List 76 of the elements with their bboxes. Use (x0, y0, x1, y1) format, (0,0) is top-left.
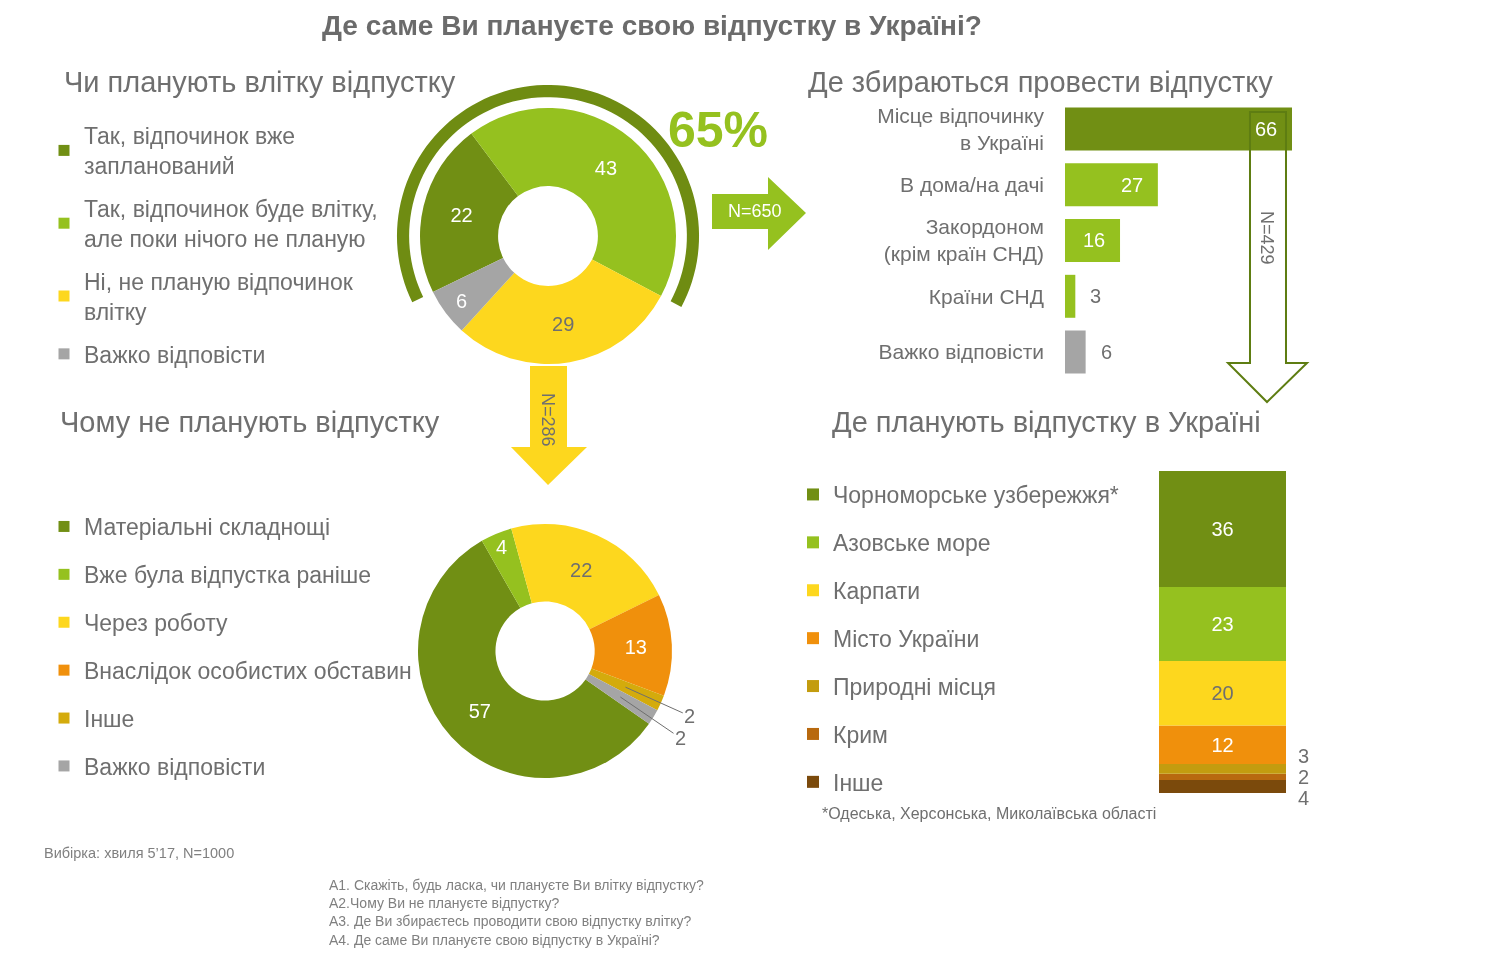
data-label: 3 (1298, 745, 1310, 767)
data-label: 2 (684, 705, 696, 727)
data-label: 12 (1211, 733, 1234, 756)
bar (1065, 274, 1076, 318)
donut-slice (420, 133, 519, 293)
bar (1159, 725, 1286, 765)
bar (1159, 471, 1286, 587)
chart-title: Чому не планують відпустку (60, 406, 440, 438)
data-label: 4 (1298, 787, 1310, 809)
donut-slice (585, 674, 658, 724)
data-label: 29 (552, 312, 575, 335)
legend-label: Вже була відпустка раніше (84, 562, 372, 589)
text: Вибірка: хвиля 5’17, N=1000 (44, 845, 235, 861)
legend-label: Внаслідок особистих обставин (84, 658, 412, 685)
data-label: 16 (1083, 229, 1106, 251)
bar (1065, 219, 1121, 262)
bar (1159, 660, 1286, 726)
y-tick-label: Закордоном (крім країн СНД) (883, 215, 1044, 266)
text: N=650 (728, 201, 782, 221)
bar (1159, 773, 1286, 781)
data-label: 57 (468, 699, 491, 722)
legend-label: Карпати (833, 578, 921, 605)
chart-title: Чи планують влітку відпустку (64, 66, 456, 98)
legend-label: Інше (84, 706, 135, 733)
annotation: N=429 (1257, 211, 1277, 265)
bar (1159, 764, 1286, 774)
donut-slice (511, 524, 659, 630)
legend-label: Через роботу (84, 610, 228, 637)
data-label: 22 (450, 204, 473, 227)
text: *Одеська, Херсонська, Миколаївська області (822, 805, 1157, 822)
chart-title: Де збираються провести відпустку (808, 66, 1274, 98)
y-tick-label: Місце відпочинку в Україні (877, 103, 1045, 154)
bar (1065, 107, 1292, 151)
legend-label: Ні, не планую відпочинок влітку (84, 269, 354, 325)
legend-label: Так, відпочинок буде влітку, але поки нічого не планую (84, 196, 378, 253)
legend-label: Місто України (833, 626, 980, 653)
legend-label: Крим (833, 721, 888, 748)
data-label: 6 (1101, 341, 1113, 363)
legend-label: Матеріальні складнощі (84, 514, 331, 541)
data-label: 20 (1211, 682, 1234, 705)
data-label: 13 (624, 635, 647, 658)
data-label: 22 (570, 559, 593, 582)
text: N=286 (538, 393, 558, 447)
donut-slice (481, 528, 532, 609)
legend-label: Важко відповісти (84, 753, 266, 780)
legend-label: Природні місця (833, 674, 996, 701)
data-label: 23 (1211, 612, 1234, 635)
data-label: 2 (1298, 766, 1310, 788)
data-label: 66 (1255, 118, 1278, 140)
bar (1159, 586, 1286, 661)
data-label: 43 (594, 157, 618, 180)
data-label: 2 (675, 727, 687, 749)
y-tick-label: Країни СНД (928, 284, 1044, 308)
bar (1159, 780, 1286, 793)
legend-label: Чорноморське узбережжя* (833, 482, 1119, 509)
bar (1065, 163, 1158, 207)
text: А1. Скажіть, будь ласка, чи плануєте Ви влітку відпустку? А2.Чому Ви не плануєте відпустку? А3. Де Ви збираєтесь проводити свою відпустку влітку? А4. Де саме Ви плануєте свою відпустку в Україні? (329, 877, 704, 948)
legend-label: Інше (833, 769, 884, 796)
donut-slice (589, 594, 672, 696)
donut-slice (432, 257, 515, 331)
bar (1065, 330, 1086, 374)
legend-label: Азовське море (833, 530, 991, 557)
data-label: 3 (1090, 285, 1102, 307)
text: 65% (668, 102, 769, 158)
y-tick-label: Важко відповісти (878, 340, 1044, 364)
data-label: 4 (496, 535, 508, 558)
data-label: 27 (1121, 174, 1144, 196)
data-label: 6 (456, 289, 468, 312)
legend-label: Так, відпочинок вже запланований (84, 123, 296, 180)
donut-slice (588, 668, 664, 711)
data-label: 36 (1211, 517, 1234, 540)
y-tick-label: В дома/на дачі (900, 173, 1044, 197)
donut-slice (418, 540, 650, 778)
chart-title: Де планують відпустку в Україні (832, 406, 1261, 438)
legend-label: Важко відповісти (84, 341, 266, 368)
text: Де саме Ви плануєте свою відпустку в Україні? (322, 10, 982, 41)
